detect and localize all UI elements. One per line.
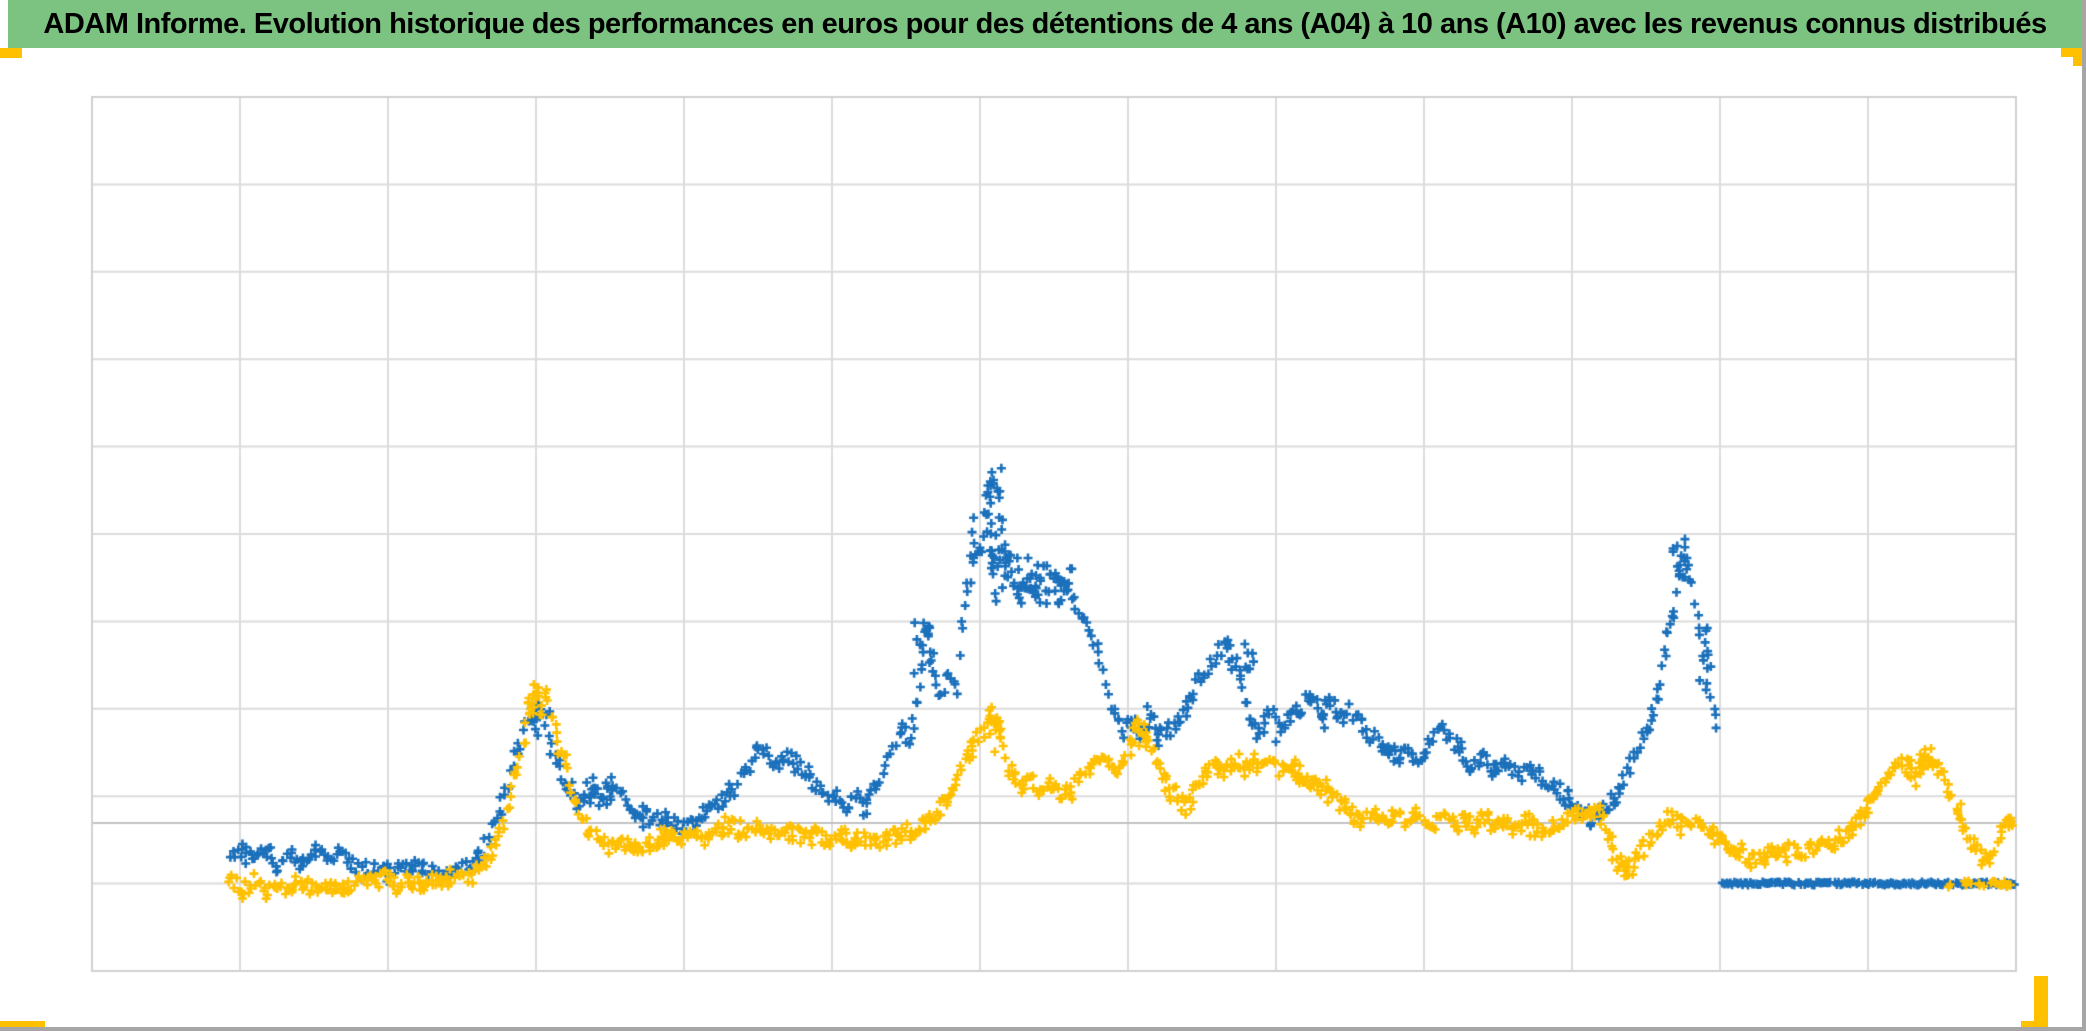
gold-accent-top-right-h <box>2061 48 2082 57</box>
gold-accent-bottom-right-foot <box>2021 1021 2048 1031</box>
gold-accent-bottom-right-v <box>2034 976 2048 1031</box>
gold-accent-top-right-v <box>2073 48 2082 66</box>
gold-accent-top-left <box>0 48 22 58</box>
bottom-edge-divider <box>0 1027 2086 1031</box>
gold-accent-bottom-left <box>0 1021 45 1031</box>
right-edge-divider <box>2082 0 2086 1031</box>
